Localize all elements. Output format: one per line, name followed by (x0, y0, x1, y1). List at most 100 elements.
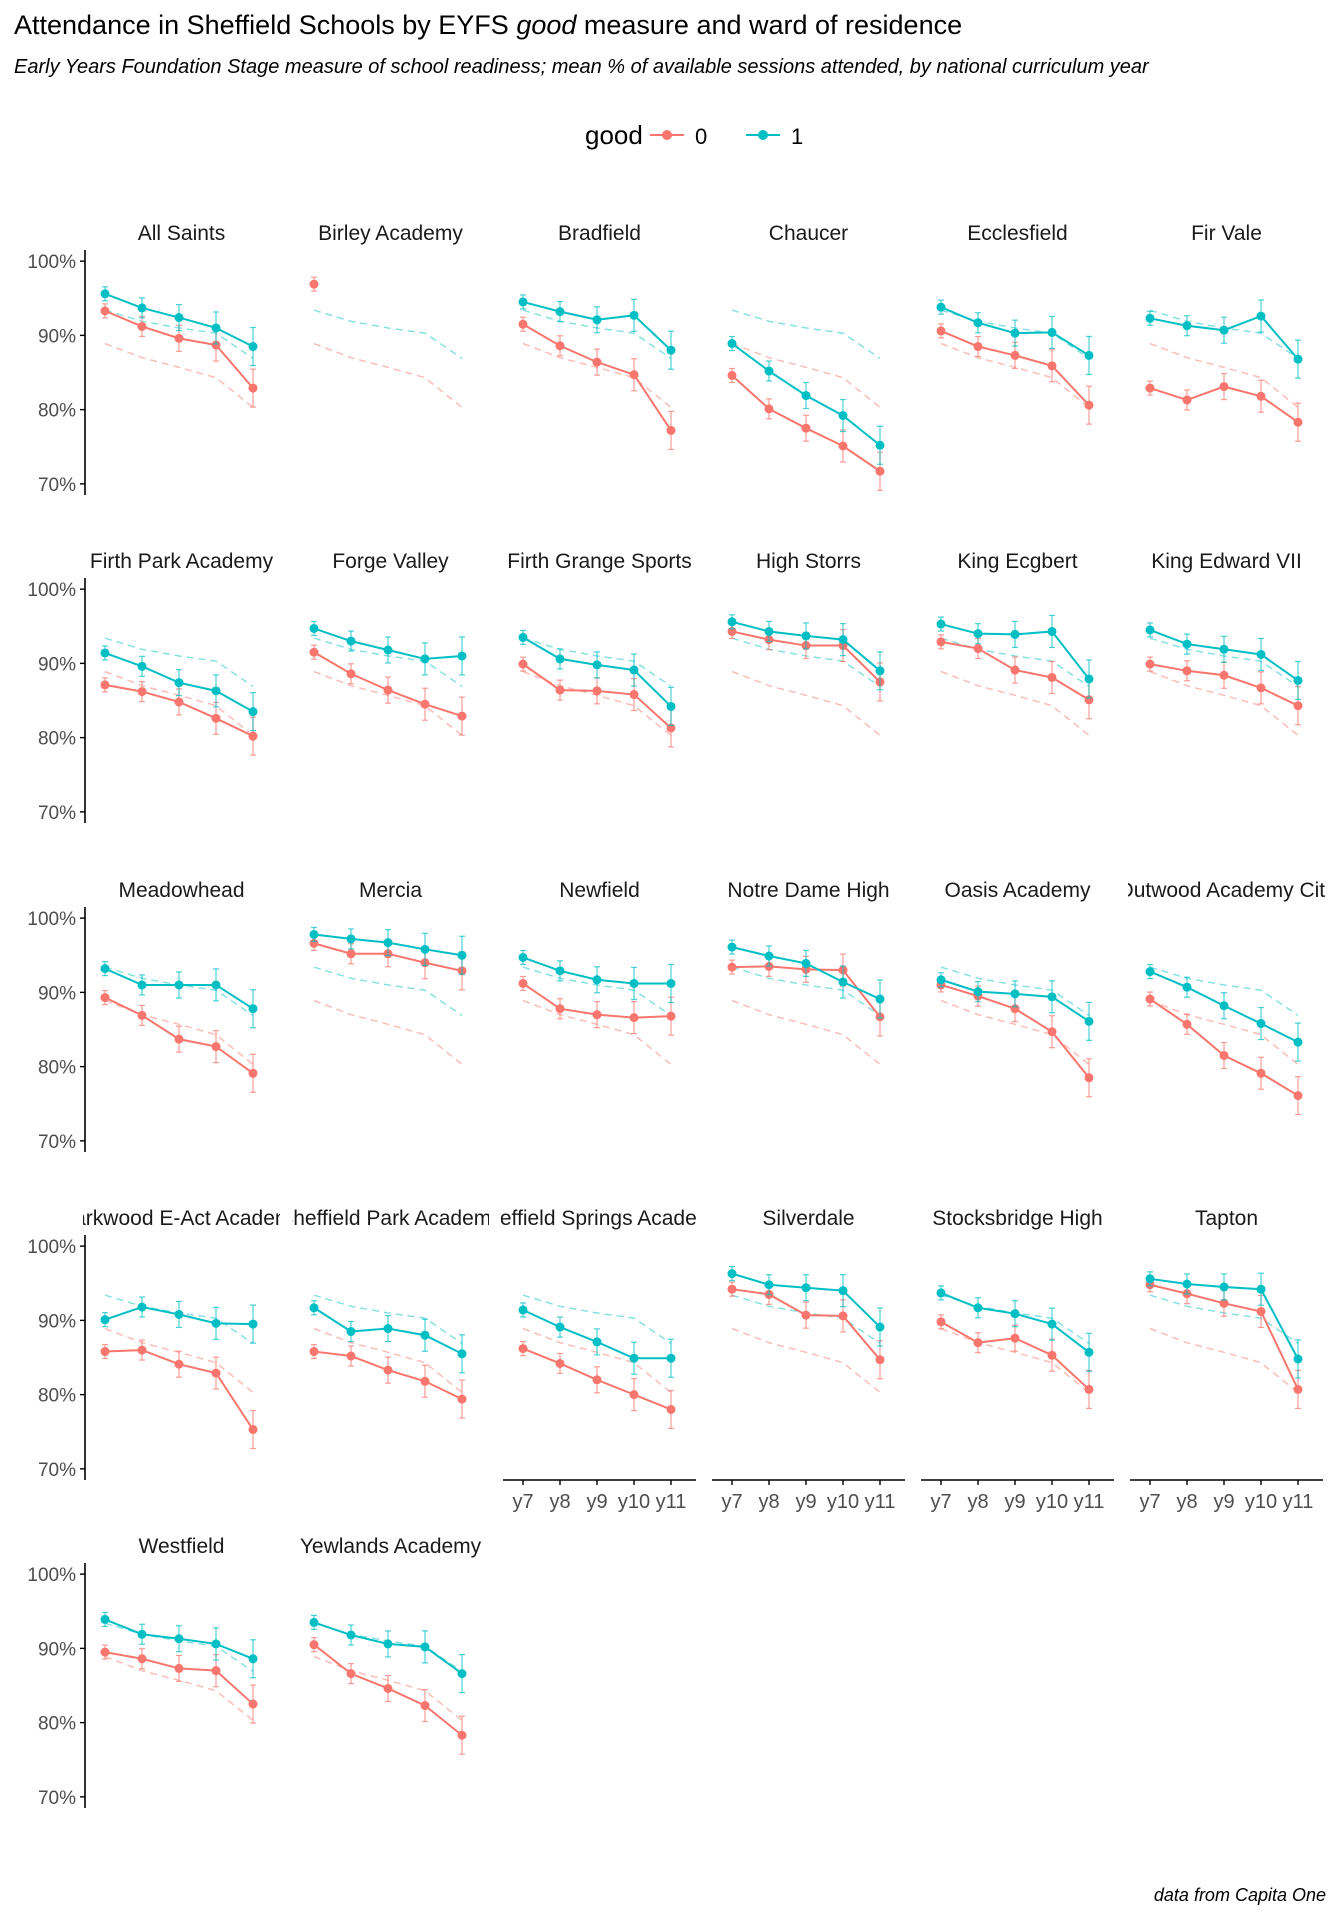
data-point-good1 (1084, 674, 1094, 684)
facet-strip-label: King Edward VII (1151, 550, 1302, 573)
reference-line-good0 (313, 342, 463, 408)
data-point-good1 (1219, 1001, 1229, 1011)
facet-panel: Notre Dame High (727, 879, 890, 1065)
reference-line-good0 (731, 999, 881, 1065)
reference-line-good0 (1149, 1327, 1299, 1393)
data-point-good0 (346, 669, 356, 679)
data-point-good0 (174, 697, 184, 707)
data-point-good0 (629, 1390, 639, 1400)
x-tick-label: y8 (967, 1491, 988, 1513)
x-tick-label: y8 (758, 1491, 779, 1513)
data-point-good1 (592, 660, 602, 670)
data-point-good0 (1145, 659, 1155, 669)
data-point-good0 (137, 1345, 147, 1355)
data-point-good0 (211, 340, 221, 350)
reference-line-good0 (731, 1327, 881, 1393)
data-point-good0 (457, 1730, 467, 1740)
facet-panel: Firth Park Academy 70% 80% 90% 100% (27, 550, 273, 824)
data-point-good1 (1145, 1274, 1155, 1284)
data-point-good0 (1219, 1298, 1229, 1308)
x-tick-label: y7 (1139, 1491, 1160, 1513)
facet-strip-label: Parkwood E-Act Academy (60, 1207, 303, 1230)
data-point-good1 (1293, 675, 1303, 685)
data-point-good0 (309, 279, 319, 289)
data-point-good0 (420, 1701, 430, 1711)
data-point-good1 (100, 964, 110, 974)
data-point-good1 (1047, 626, 1057, 636)
x-tick-label: y8 (1176, 1491, 1197, 1513)
data-point-good0 (248, 731, 258, 741)
data-point-good1 (1084, 1016, 1094, 1026)
data-point-good0 (457, 1394, 467, 1404)
facet-strip-label: Birley Academy (318, 222, 463, 245)
data-point-good1 (801, 631, 811, 641)
facet-panel: Silverdale y7 y8 y9 y10 y11 (712, 1207, 905, 1513)
facet-panel: Sheffield Springs Academy y7 y8 y9 y10 y11 (501, 1207, 698, 1513)
data-point-good1 (420, 944, 430, 954)
data-point-good0 (1182, 395, 1192, 405)
facet-strip-label: Chaucer (769, 222, 848, 245)
data-point-good0 (1010, 1333, 1020, 1343)
facet-strip-label: All Saints (138, 222, 226, 245)
data-point-good0 (518, 319, 528, 329)
data-point-good0 (838, 1311, 848, 1321)
data-point-good1 (346, 636, 356, 646)
y-tick-label: 100% (27, 252, 76, 273)
data-point-good1 (346, 934, 356, 944)
data-point-good1 (457, 1349, 467, 1359)
x-tick-label: y11 (865, 1491, 896, 1513)
x-tick-label: y11 (1074, 1491, 1105, 1513)
data-point-good1 (383, 1639, 393, 1649)
facet-strip-label: King Ecgbert (957, 550, 1077, 573)
data-point-good0 (1219, 670, 1229, 680)
data-point-good1 (457, 651, 467, 661)
series-line-good0 (522, 323, 672, 431)
data-point-good0 (248, 1425, 258, 1435)
reference-line-good0 (731, 670, 881, 736)
facet-panel: Tapton y7 y8 y9 y10 y11 (1130, 1207, 1323, 1513)
data-point-good0 (137, 687, 147, 697)
facet-strip-label: Westfield (139, 1535, 225, 1558)
facet-panel: Bradfield (518, 222, 676, 451)
reference-line-good1 (104, 637, 254, 687)
reference-line-good0 (940, 999, 1090, 1065)
data-point-good0 (629, 1013, 639, 1023)
y-tick-label: 90% (38, 983, 76, 1004)
reference-line-good1 (313, 309, 463, 359)
data-point-good1 (629, 310, 639, 320)
x-tick-label: y7 (930, 1491, 951, 1513)
data-point-good0 (592, 1375, 602, 1385)
data-point-good0 (457, 711, 467, 721)
data-point-good0 (383, 685, 393, 695)
data-point-good0 (764, 404, 774, 414)
data-point-good0 (727, 370, 737, 380)
data-point-good1 (309, 929, 319, 939)
data-point-good0 (1219, 382, 1229, 392)
data-point-good0 (1256, 683, 1266, 693)
x-tick-label: y9 (795, 1491, 816, 1513)
legend-key-point (758, 130, 768, 140)
data-point-good0 (420, 699, 430, 709)
data-point-good1 (518, 952, 528, 962)
x-tick-label: y11 (1283, 1491, 1314, 1513)
data-point-good0 (629, 690, 639, 700)
facet-panel: All Saints 70% 80% 90% 100% (27, 222, 258, 496)
x-tick-label: y11 (656, 1491, 687, 1513)
legend-key-point (662, 130, 672, 140)
data-point-good1 (457, 950, 467, 960)
reference-line-good1 (313, 966, 463, 1016)
data-point-good1 (1182, 1279, 1192, 1289)
data-point-good1 (211, 980, 221, 990)
data-point-good0 (629, 370, 639, 380)
data-point-good0 (973, 1338, 983, 1348)
y-tick-label: 90% (38, 1311, 76, 1332)
data-point-good1 (727, 617, 737, 627)
data-point-good1 (875, 1322, 885, 1332)
data-point-good0 (801, 1310, 811, 1320)
x-tick-label: y10 (1245, 1491, 1277, 1513)
data-point-good1 (137, 661, 147, 671)
data-point-good0 (100, 1647, 110, 1657)
data-point-good0 (383, 1365, 393, 1375)
legend: good 0 1 (585, 120, 803, 150)
data-point-good1 (1010, 328, 1020, 338)
